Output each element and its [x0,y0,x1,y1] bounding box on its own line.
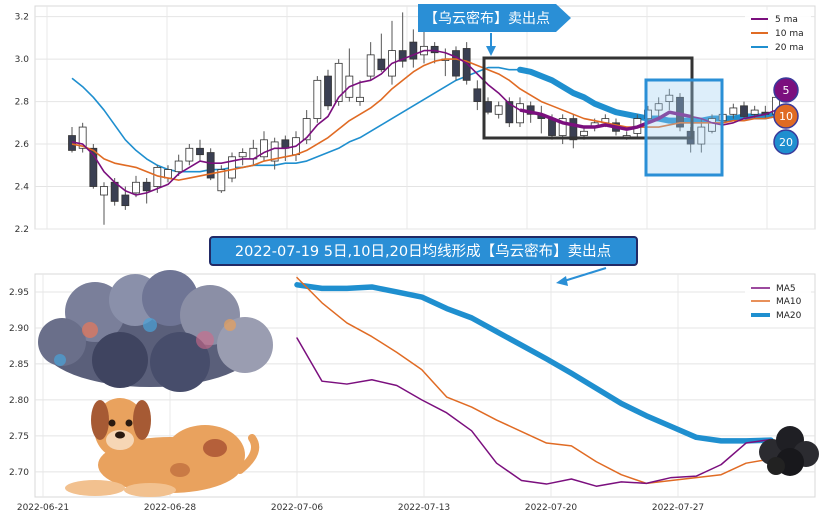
MA10-series-line [296,276,772,485]
bottom-y-tick-label: 2.90 [9,324,29,334]
top-ma10-line [71,58,777,181]
candle-up [580,130,588,136]
top-y-tick-labels: 2.2 2.4 2.6 2.8 3.0 3.2 [15,13,30,235]
top-callout-text: 【乌云密布】卖出点 [424,10,550,27]
candle-up [654,103,663,111]
legend-MA20: MA20 [776,311,802,321]
candle-up [750,109,759,115]
candle-up [313,79,322,119]
candle-down [121,194,130,207]
bottom-x-tick-label: 2022-07-27 [652,503,704,513]
candle-up [697,126,706,145]
candle-up [185,147,194,162]
candle-up [494,105,503,115]
candle-up [270,141,279,162]
blue-highlight-box [644,78,724,177]
bottom-x-tick-label: 2022-07-20 [525,503,578,513]
ma-badges: 5 10 20 [773,77,799,155]
candle-down [505,101,514,124]
candle-down [142,181,151,192]
candle-down [324,75,332,107]
candle-up [174,160,183,173]
candle-up [78,126,87,149]
bottom-x-tick-label: 2022-07-13 [398,503,450,513]
candle-down [89,147,98,187]
candle-down [409,41,418,60]
top-y-tick-label: 2.2 [15,225,29,235]
bottom-x-tick-labels: 2022-06-21 2022-06-28 2022-07-06 2022-07-13… [17,503,704,513]
candle-down [484,101,492,113]
top-callout: 【乌云密布】卖出点 [418,4,571,56]
middle-banner: 2022-07-19 5日,10日,20日均线形成【乌云密布】卖出点 [209,236,638,286]
MA20-series-line [294,282,774,444]
top-y-tick-label: 2.8 [15,98,30,108]
bottom-y-tick-label: 2.70 [9,468,29,478]
candle-down [430,45,439,54]
top-legend: 5 ma 10 ma 20 ma [745,10,811,58]
candle-down [452,50,460,77]
storm-cloud-illustration [38,270,273,392]
bottom-x-tick-label: 2022-07-06 [271,503,324,513]
top-y-tick-label: 3.2 [15,13,29,23]
bottom-y-tick-label: 2.80 [9,396,29,406]
bottom-legend: MA5 MA10 MA20 [745,280,811,324]
candle-up [356,96,364,102]
badge-10: 10 [779,110,793,123]
candle-down [206,152,215,179]
candle-up [558,118,567,136]
MA5-series-line [296,337,772,487]
candle-down [569,118,578,141]
legend-MA10: MA10 [776,297,802,307]
candle-down [473,88,482,102]
bottom-y-tick-label: 2.95 [9,288,29,298]
ma5-emphasis [519,108,692,131]
top-plot-area [34,5,816,230]
bottom-ma-lines [294,276,774,487]
candle-down [740,105,748,117]
candle-up [132,181,140,194]
badge-20: 20 [779,136,793,149]
candle-up [516,103,524,124]
bottom-x-tick-label: 2022-06-28 [144,503,197,513]
candle-up [665,94,674,102]
candle-up [302,118,311,141]
legend-5ma: 5 ma [775,15,798,25]
candle-up [217,169,226,192]
candle-up [708,118,716,132]
bottom-y-tick-label: 2.75 [9,432,29,442]
dog-illustration [65,398,259,497]
candle-up [334,62,343,102]
candle-up [228,156,236,179]
candle-up [100,186,108,196]
candle-up [238,152,247,158]
candle-up [729,107,738,115]
candle-up [260,139,268,158]
badge-5: 5 [783,84,790,97]
candle-down [398,50,407,62]
top-y-tick-label: 3.0 [15,55,30,65]
legend-10ma: 10 ma [775,29,804,39]
legend-MA5: MA5 [776,284,796,294]
candle-down [377,58,386,71]
dark-highlight-box [482,56,694,140]
middle-banner-text: 2022-07-19 5日,10日,20日均线形成【乌云密布】卖出点 [235,243,611,260]
top-y-tick-label: 2.6 [15,140,30,150]
small-dark-cloud-illustration [759,426,819,476]
top-ma5-line [71,49,777,196]
top-y-tick-label: 2.4 [15,183,30,193]
bottom-y-tick-labels: 2.70 2.75 2.80 2.85 2.90 2.95 [9,288,29,478]
candle-up [366,54,375,77]
bottom-x-tick-label: 2022-06-21 [17,503,69,513]
bottom-y-tick-label: 2.85 [9,360,29,370]
ma10-series-line [71,58,777,181]
candle-down [196,147,204,156]
legend-20ma: 20 ma [775,43,804,53]
